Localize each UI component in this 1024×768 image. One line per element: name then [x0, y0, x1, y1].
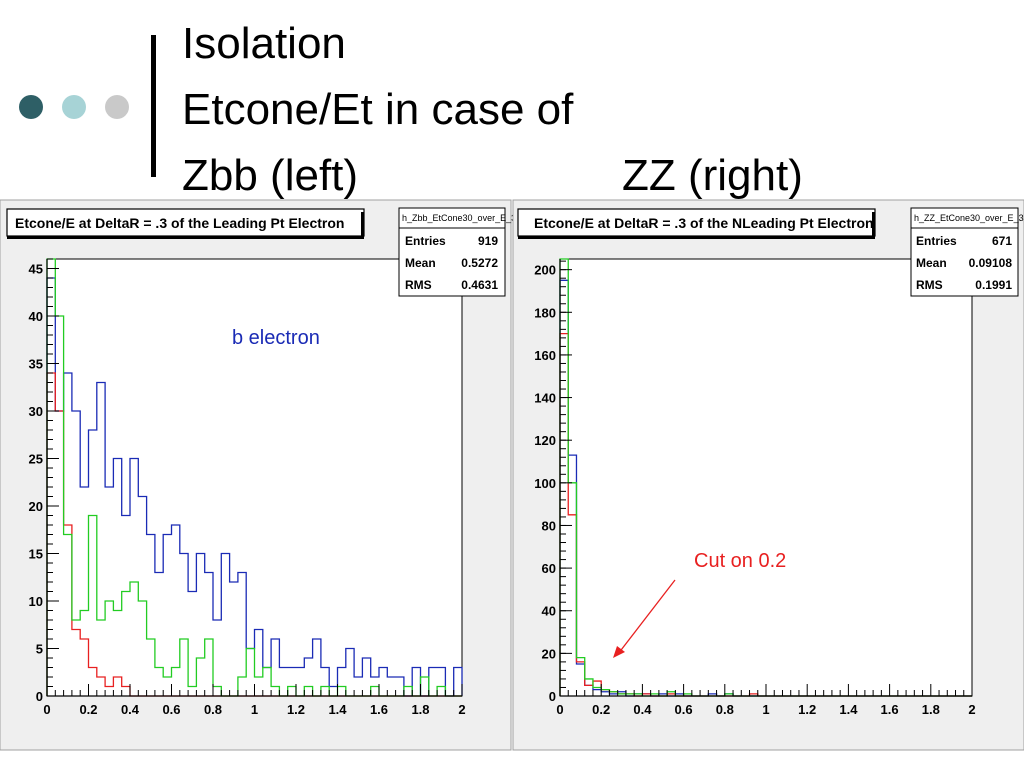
- y-tick-label: 80: [542, 518, 556, 533]
- y-tick-label: 45: [29, 262, 43, 277]
- title-divider: [151, 35, 156, 177]
- y-tick-label: 20: [29, 499, 43, 514]
- left-stats-label-mean: Mean: [405, 256, 436, 270]
- left-chart-title: Etcone/E at DeltaR = .3 of the Leading P…: [15, 215, 344, 231]
- x-tick-label: 0.8: [204, 702, 222, 717]
- y-tick-label: 25: [29, 452, 43, 467]
- cut-arrow-head: [613, 646, 625, 658]
- cut-arrow: [617, 579, 676, 655]
- y-tick-label: 5: [36, 642, 43, 657]
- right-stats-mean: 0.09108: [969, 256, 1013, 270]
- right-stats-name: h_ZZ_EtCone30_over_E_3: [914, 213, 1024, 223]
- y-tick-label: 100: [534, 476, 556, 491]
- slide-title-line-1: Isolation: [182, 19, 346, 68]
- x-tick-label: 1: [251, 702, 258, 717]
- left-histogram-canvas: Etcone/E at DeltaR = .3 of the Leading P…: [0, 199, 516, 751]
- bullet-dot-dark: [19, 95, 43, 119]
- x-tick-label: 1.2: [798, 702, 816, 717]
- y-tick-label: 0: [36, 689, 43, 704]
- histogram-series-0: [46, 277, 463, 697]
- y-tick-label: 10: [29, 594, 43, 609]
- y-tick-label: 15: [29, 547, 43, 562]
- x-tick-label: 0.2: [79, 702, 97, 717]
- bullet-dot-teal: [62, 95, 86, 119]
- x-tick-label: 1: [762, 702, 769, 717]
- x-tick-label: 0.6: [162, 702, 180, 717]
- x-tick-label: 0.4: [633, 702, 652, 717]
- left-stats-rms: 0.4631: [461, 278, 498, 292]
- bullet-dot-grey: [105, 95, 129, 119]
- y-tick-label: 20: [542, 646, 556, 661]
- y-tick-label: 35: [29, 357, 43, 372]
- x-tick-label: 1.4: [328, 702, 347, 717]
- x-tick-label: 1.4: [839, 702, 858, 717]
- x-tick-label: 0: [43, 702, 50, 717]
- x-tick-label: 1.6: [881, 702, 899, 717]
- left-stats-label-entries: Entries: [405, 234, 446, 248]
- y-tick-label: 30: [29, 404, 43, 419]
- left-stats-mean: 0.5272: [461, 256, 498, 270]
- y-tick-label: 140: [534, 391, 556, 406]
- right-stats-label-entries: Entries: [916, 234, 957, 248]
- right-stats-label-mean: Mean: [916, 256, 947, 270]
- right-histogram-canvas: Etcone/E at DeltaR = .3 of the NLeading …: [512, 199, 1024, 751]
- right-plot-area: 0 0.2 0.4 0.6 0.8 1 1.2 1.4 1.6 1.8 20204060801001…: [534, 258, 976, 717]
- slide-title-line-2: Etcone/Et in case of: [182, 85, 574, 134]
- x-tick-label: 1.2: [287, 702, 305, 717]
- left-stats-label-rms: RMS: [405, 278, 432, 292]
- y-tick-label: 40: [542, 604, 556, 619]
- slide-decoration: [19, 35, 156, 177]
- right-stats-rms: 0.1991: [975, 278, 1012, 292]
- slide-title-line-3: Zbb (left): [182, 151, 359, 200]
- right-title-box: [517, 208, 876, 237]
- x-tick-label: 2: [458, 702, 465, 717]
- left-stats-name: h_Zbb_EtCone30_over_E_3: [402, 213, 516, 223]
- right-chart-title: Etcone/E at DeltaR = .3 of the NLeading …: [534, 215, 874, 231]
- b-electron-annotation: b electron: [232, 327, 320, 349]
- x-tick-label: 2: [968, 702, 975, 717]
- x-tick-label: 1.8: [922, 702, 940, 717]
- right-stats-entries: 671: [992, 234, 1012, 248]
- left-stats-box: [398, 207, 506, 297]
- slide-title-line-4: ZZ (right): [622, 151, 803, 200]
- x-tick-label: 0.4: [121, 702, 140, 717]
- left-stats-entries: 919: [478, 234, 498, 248]
- cut-annotation: Cut on 0.2: [694, 550, 786, 572]
- right-stats-label-rms: RMS: [916, 278, 943, 292]
- left-plot-area: 0 0.2 0.4 0.6 0.8 1 1.2 1.4 1.6 1.8 20510152025303…: [29, 258, 466, 717]
- y-tick-label: 60: [542, 561, 556, 576]
- y-tick-label: 0: [549, 689, 556, 704]
- y-tick-label: 160: [534, 348, 556, 363]
- x-tick-label: 0.2: [592, 702, 610, 717]
- x-tick-label: 0.8: [716, 702, 734, 717]
- x-tick-label: 1.8: [411, 702, 429, 717]
- right-stats-box: [910, 207, 1019, 297]
- y-tick-label: 200: [534, 263, 556, 278]
- y-tick-label: 120: [534, 433, 556, 448]
- x-tick-label: 0.6: [675, 702, 693, 717]
- y-tick-label: 40: [29, 309, 43, 324]
- x-tick-label: 0: [556, 702, 563, 717]
- x-tick-label: 1.6: [370, 702, 388, 717]
- y-tick-label: 180: [534, 305, 556, 320]
